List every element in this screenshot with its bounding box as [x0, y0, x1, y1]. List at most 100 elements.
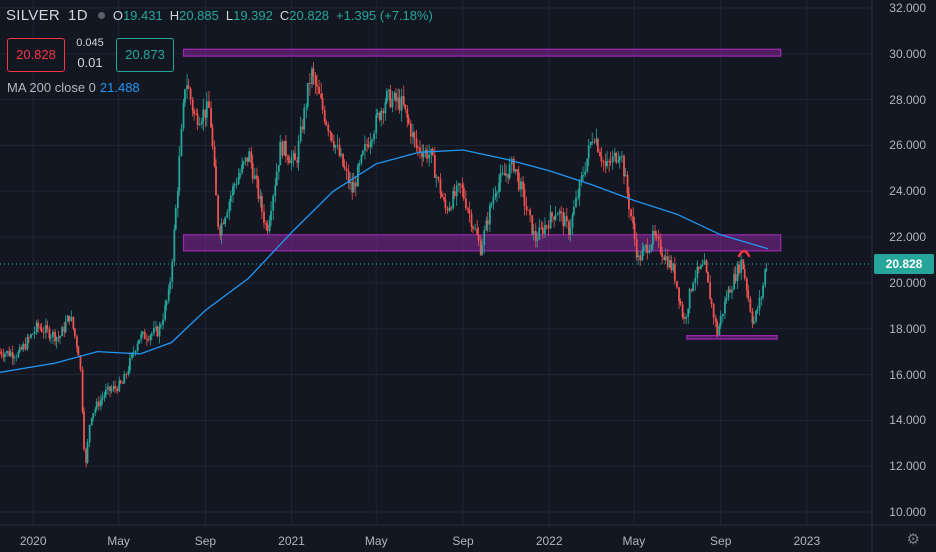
candle-body: [193, 110, 196, 115]
candle-body: [688, 288, 691, 309]
candle-body: [760, 297, 763, 299]
candle-body: [618, 157, 621, 161]
change-value: +1.395 (+7.18%): [336, 7, 433, 23]
candle-body: [443, 197, 445, 200]
candle-body: [257, 179, 260, 199]
candle-body: [534, 230, 537, 241]
price-tick-label: 32.000: [889, 1, 926, 15]
candle-body: [83, 411, 85, 450]
candle-body: [462, 187, 465, 199]
candle-body: [299, 126, 302, 142]
candle-body: [455, 185, 458, 197]
candle-body: [39, 326, 42, 329]
candle-body: [373, 133, 376, 140]
spread-top: 0.045: [76, 37, 104, 49]
candle-body: [2, 354, 5, 357]
candle-body: [393, 93, 396, 99]
candle-body: [20, 347, 23, 350]
candle-body: [467, 208, 469, 211]
candle-body: [336, 144, 339, 146]
candle-body: [210, 107, 212, 128]
candle-body: [290, 157, 293, 164]
candle-body: [187, 85, 190, 89]
candle-body: [268, 220, 271, 232]
candle-body: [664, 256, 667, 261]
interval-label[interactable]: 1D: [68, 6, 88, 24]
candle-body: [586, 158, 589, 172]
ma-legend[interactable]: MA 200 close 0 21.488: [7, 80, 140, 95]
candle-body: [270, 210, 272, 221]
candle-body: [448, 207, 451, 211]
symbol-name[interactable]: SILVER: [6, 6, 61, 24]
candle-body: [128, 358, 131, 371]
candle-body: [505, 173, 508, 176]
candle-body: [755, 311, 757, 322]
candle-body: [97, 401, 100, 407]
candle-body: [323, 109, 326, 122]
candle-body: [734, 274, 737, 282]
candle-body: [398, 97, 401, 111]
candle-body: [30, 334, 32, 338]
candle-body: [642, 247, 645, 251]
candle-body: [646, 245, 649, 253]
candle-body: [311, 68, 313, 85]
candle-body: [283, 140, 286, 156]
candle-body: [260, 196, 263, 212]
market-status-icon: [97, 11, 105, 19]
candle-body: [714, 317, 717, 322]
buy-button[interactable]: 20.873: [116, 38, 174, 72]
candle-body: [237, 177, 240, 185]
candle-body: [352, 182, 355, 193]
candle-body: [110, 388, 113, 392]
candle-body: [354, 182, 357, 187]
candle-body: [150, 333, 153, 336]
candle-body: [351, 181, 354, 193]
candle-body: [485, 220, 488, 231]
candle-body: [266, 224, 269, 232]
candle-body: [531, 215, 534, 235]
candle-body: [44, 325, 47, 333]
candle-body: [743, 269, 746, 279]
candle-body: [685, 316, 688, 319]
candle-body: [758, 297, 761, 310]
candle-body: [26, 337, 29, 350]
close-label: C: [279, 7, 290, 23]
candle-body: [208, 101, 210, 108]
candle-body: [687, 308, 690, 317]
candle-body: [733, 274, 736, 290]
candle-body: [407, 117, 410, 124]
candle-body: [61, 327, 64, 337]
candle-body: [134, 350, 137, 353]
candle-body: [437, 177, 440, 180]
candle-body: [156, 326, 159, 337]
candle-body: [182, 102, 185, 129]
candle-body: [103, 395, 106, 398]
gear-icon[interactable]: ⚙: [906, 531, 920, 548]
price-tick-label: 24.000: [889, 184, 926, 199]
candle-body: [334, 145, 337, 148]
candle-body: [639, 255, 642, 261]
candle-body: [204, 109, 207, 118]
candle-body: [149, 335, 152, 341]
candle-body: [637, 255, 640, 258]
price-tick-label: 12.000: [889, 459, 926, 474]
candle-body: [358, 163, 361, 166]
candle-body: [235, 184, 238, 185]
time-tick-label: May: [622, 534, 646, 548]
candle-body: [220, 222, 223, 236]
candle-body: [600, 155, 603, 162]
candle-body: [421, 153, 424, 158]
candle-body: [444, 199, 447, 209]
candle-body: [644, 245, 647, 248]
candle-body: [233, 184, 236, 187]
candle-body: [73, 328, 76, 337]
candle-body: [599, 151, 601, 156]
sell-button[interactable]: 20.828: [7, 38, 65, 72]
candle-body: [705, 260, 708, 272]
candle-body: [180, 128, 183, 156]
candle-body: [745, 278, 748, 291]
candle-body: [648, 249, 651, 253]
candle-body: [265, 223, 268, 225]
candle-body: [303, 107, 306, 130]
